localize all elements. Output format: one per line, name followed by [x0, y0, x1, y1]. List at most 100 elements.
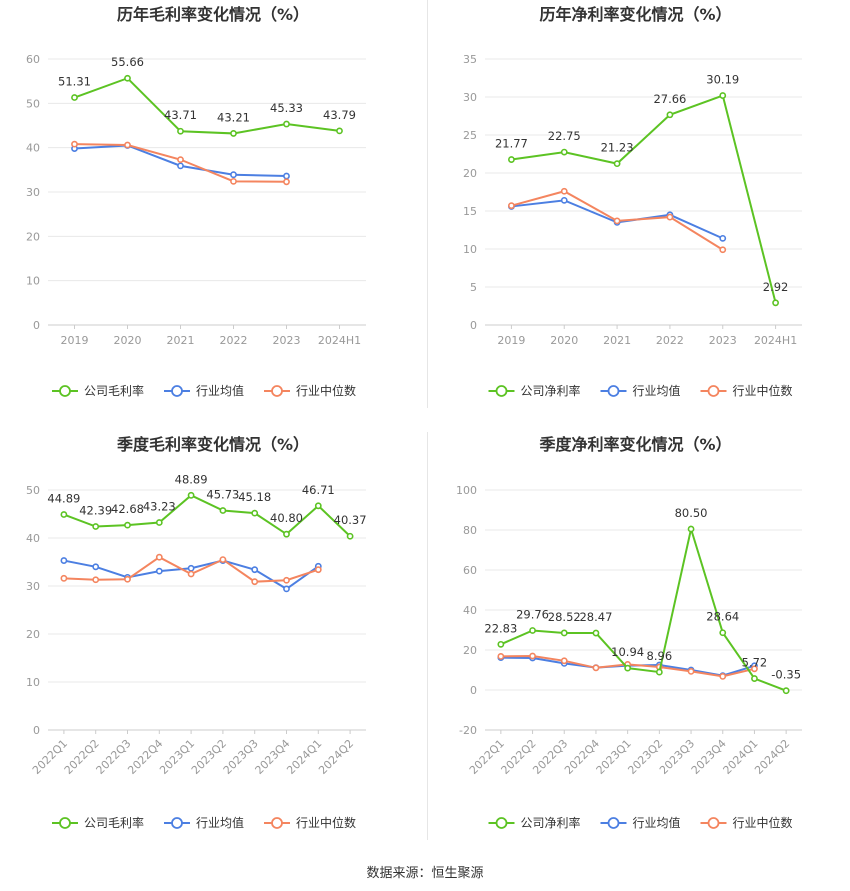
- chart-title: 季度毛利率变化情况（%）: [116, 435, 309, 454]
- data-point-median: [187, 570, 195, 578]
- legend-label: 公司净利率: [521, 815, 581, 830]
- legend-marker: [495, 817, 508, 829]
- data-point-median: [314, 566, 322, 574]
- legend-item: 行业均值: [164, 383, 244, 398]
- y-tick-label: 25: [463, 129, 477, 142]
- x-tick-label: 2022: [220, 334, 248, 347]
- data-point-avg: [155, 567, 163, 575]
- data-point-company: [497, 640, 505, 648]
- y-tick-label: 20: [26, 628, 40, 641]
- data-point-avg: [177, 162, 184, 170]
- chart-title: 季度净利率变化情况（%）: [538, 435, 731, 454]
- legend-label: 行业均值: [196, 815, 244, 830]
- data-point-company: [655, 668, 663, 676]
- data-point-company: [508, 156, 515, 163]
- legend-item: 公司净利率: [488, 815, 581, 830]
- data-point-median: [560, 657, 568, 665]
- y-tick-label: 0: [470, 319, 477, 332]
- legend-item: 行业中位数: [700, 815, 793, 830]
- data-label: 43.79: [323, 108, 356, 122]
- chart-annual-net-margin: 历年净利率变化情况（%） 0 5 10 15 20 25 30 35 2019 2020 2021 20…: [425, 0, 850, 430]
- data-point-company: [529, 627, 536, 634]
- data-point-company: [719, 629, 727, 637]
- data-point-company: [187, 491, 195, 499]
- series-line-company: [74, 77, 340, 135]
- legend-label: 行业中位数: [733, 383, 793, 398]
- data-point-company: [92, 523, 100, 530]
- y-tick-label: 50: [26, 97, 40, 110]
- legend-item: 公司毛利率: [52, 815, 144, 830]
- data-point-median: [666, 213, 674, 221]
- y-tick-label: 40: [463, 604, 477, 617]
- chart-quarterly-gross-margin: 季度毛利率变化情况（%） 0 10 20 30 40 50 2022Q1 2022Q2 2022Q…: [0, 430, 425, 860]
- legend-label: 公司毛利率: [84, 383, 144, 398]
- chart-title: 历年净利率变化情况（%）: [539, 5, 731, 24]
- y-tick-label: 35: [463, 53, 477, 66]
- chart-quarterly-net-margin: 季度净利率变化情况（%） -20 0 20 40 60 80 100 2022Q1 2022Q2 2…: [425, 430, 850, 860]
- series-line-company: [500, 525, 787, 692]
- y-tick-label: 10: [26, 275, 40, 288]
- legend-marker: [607, 817, 620, 829]
- data-label: 44.89: [47, 492, 80, 506]
- data-point-median: [92, 576, 100, 584]
- data-point-company: [283, 120, 290, 128]
- x-tick-label: 2019: [497, 334, 525, 347]
- y-tick-label: 60: [26, 53, 40, 66]
- series-line-company: [511, 94, 777, 304]
- y-tick-label: 10: [463, 243, 477, 256]
- data-label: 28.52: [548, 610, 581, 624]
- y-tick-label: -20: [459, 724, 477, 737]
- data-point-avg: [92, 563, 100, 571]
- data-point-avg: [283, 585, 290, 593]
- data-point-company: [155, 519, 163, 526]
- legend-label: 公司毛利率: [84, 815, 144, 830]
- data-point-avg: [187, 564, 195, 572]
- data-point-company: [314, 502, 322, 510]
- data-point-median: [60, 574, 68, 582]
- x-tick-label: 2024H1: [318, 334, 361, 347]
- data-point-median: [71, 140, 78, 148]
- legend-marker: [607, 385, 620, 397]
- data-point-median: [283, 576, 290, 584]
- data-point-median: [560, 187, 568, 195]
- legend-item: 行业中位数: [264, 815, 356, 830]
- y-tick-label: 0: [470, 684, 477, 697]
- data-point-company: [751, 675, 758, 682]
- data-label: 21.77: [495, 137, 528, 151]
- y-tick-label: 30: [26, 186, 40, 199]
- panel-divider: [427, 432, 428, 840]
- data-label: 21.23: [601, 141, 634, 155]
- data-point-company: [336, 127, 343, 135]
- legend-label: 行业中位数: [296, 383, 356, 398]
- x-tick-label: 2020: [550, 334, 578, 347]
- legend-item: 行业中位数: [700, 383, 793, 398]
- data-point-avg: [560, 196, 568, 204]
- data-point-company: [772, 299, 779, 307]
- legend-marker: [171, 385, 183, 397]
- y-tick-label: 100: [456, 484, 477, 497]
- data-label: 5.72: [742, 656, 768, 670]
- data-point-median: [251, 578, 259, 586]
- data-point-company: [124, 521, 131, 529]
- data-point-median: [751, 665, 758, 673]
- data-point-avg: [251, 566, 259, 574]
- data-label: 45.73: [206, 487, 239, 501]
- legend-marker: [59, 817, 71, 829]
- data-point-company: [613, 160, 621, 168]
- x-tick-label: 2023: [273, 334, 301, 347]
- data-point-avg: [230, 171, 237, 179]
- legend-item: 行业均值: [600, 383, 681, 398]
- panel-divider: [427, 0, 428, 408]
- chart-svg: 历年净利率变化情况（%） 0 5 10 15 20 25 30 35 2019 2020 2021 20…: [463, 5, 802, 398]
- data-point-company: [219, 507, 227, 514]
- data-point-company: [592, 629, 600, 637]
- legend-item: 公司毛利率: [52, 383, 144, 398]
- y-tick-label: 40: [26, 532, 40, 545]
- data-point-median: [592, 664, 600, 672]
- x-tick-label: 2024Q2: [752, 737, 792, 777]
- x-tick-label: 2024H1: [754, 334, 797, 347]
- data-label: 27.66: [653, 92, 686, 106]
- data-point-company: [283, 530, 290, 538]
- data-label: 22.83: [484, 621, 517, 635]
- y-tick-label: 30: [463, 91, 477, 104]
